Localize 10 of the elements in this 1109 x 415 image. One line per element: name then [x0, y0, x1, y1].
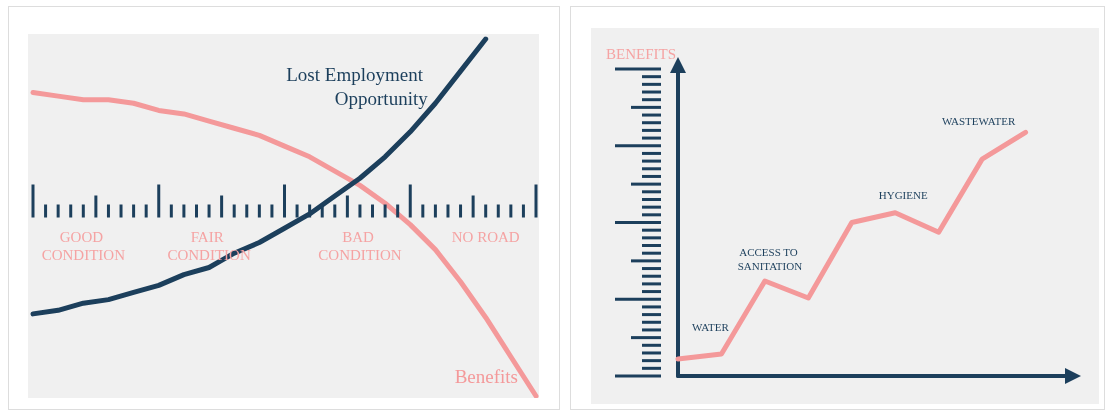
annotation: HYGIENE	[878, 188, 928, 201]
series-label: Benefits	[454, 365, 518, 387]
text: WASTEWATER	[941, 115, 1016, 128]
y-axis-title: BENEFITS	[606, 45, 677, 62]
series-label: Lost Employment Opportunity	[286, 63, 429, 109]
x-tick-label: GOOD CONDITION	[41, 228, 126, 263]
annotation: ACCESS TO SANITATION	[737, 245, 803, 272]
x-tick-label: BAD CONDITION	[318, 228, 402, 263]
annotation: WATER	[692, 321, 730, 334]
x-tick-label: NO ROAD	[451, 228, 520, 245]
